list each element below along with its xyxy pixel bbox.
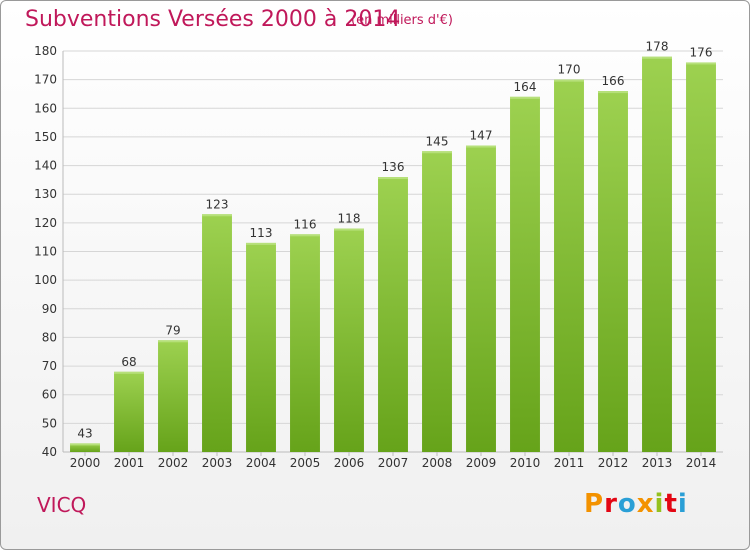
x-tick-label: 2003 [202,456,233,470]
data-label: 116 [294,217,317,231]
data-label: 118 [338,212,361,226]
y-tick-label: 150 [34,130,57,144]
y-tick-label: 50 [42,416,57,430]
logo-letter: i [677,489,688,519]
bar-highlight [554,79,584,82]
bar-highlight [466,145,496,148]
bar-highlight [642,56,672,59]
chart-subtitle: (en milliers d'€) [351,13,453,28]
bar-highlight [70,443,100,446]
x-tick-label: 2006 [334,456,365,470]
bar-highlight [598,91,628,94]
y-tick-label: 120 [34,216,57,230]
bar-2010 [510,96,540,452]
data-label: 113 [250,226,273,240]
bar-highlight [686,62,716,65]
bar-2009 [466,145,496,452]
bar-2006 [334,228,364,452]
data-label: 123 [206,197,229,211]
place-name: VICQ [37,493,87,517]
data-label: 43 [77,426,92,440]
y-tick-label: 90 [42,302,57,316]
bar-2013 [642,56,672,452]
bar-2002 [158,340,188,452]
x-tick-label: 2007 [378,456,409,470]
data-label: 147 [470,129,493,143]
y-tick-label: 140 [34,159,57,173]
x-tick-label: 2000 [70,456,101,470]
y-tick-label: 110 [34,245,57,259]
logo-letter: x [636,489,655,519]
y-tick-label: 180 [34,44,57,58]
data-label: 164 [514,80,537,94]
x-tick-label: 2011 [554,456,585,470]
y-tick-label: 160 [34,101,57,115]
bar-highlight [422,151,452,154]
x-tick-label: 2004 [246,456,277,470]
bar-2008 [422,151,452,452]
bar-2004 [246,242,276,452]
data-label: 79 [165,323,180,337]
y-tick-label: 100 [34,273,57,287]
data-label: 136 [382,160,405,174]
bar-highlight [334,228,364,231]
bar-highlight [114,371,144,374]
bar-2003 [202,214,232,452]
bar-2000 [70,443,100,452]
x-tick-label: 2013 [642,456,673,470]
y-axis-ticks: 40 50 60 70 80 90 100 110 120 130 140 150 160 170 180 [34,44,57,459]
bar-2012 [598,91,628,452]
y-tick-label: 130 [34,187,57,201]
data-label: 145 [426,134,449,148]
y-tick-label: 60 [42,388,57,402]
logo-letter: o [617,489,637,519]
x-tick-label: 2014 [686,456,717,470]
y-tick-label: 70 [42,359,57,373]
logo-letter: t [664,489,678,519]
bar-2005 [290,234,320,452]
bar-2014 [686,62,716,452]
bar-2007 [378,177,408,452]
data-label: 178 [646,40,669,54]
x-tick-label: 2010 [510,456,541,470]
bar-2001 [114,371,144,452]
x-tick-label: 2012 [598,456,629,470]
x-tick-label: 2001 [114,456,145,470]
x-axis-ticks: 2000 2001 2002 2003 2004 2005 2006 2007 2008 2009… [70,452,717,470]
data-labels: 43 68 79 123 113 116 118 136 145 147 164 170 166 178 1… [77,40,712,441]
x-tick-label: 2008 [422,456,453,470]
x-tick-label: 2005 [290,456,321,470]
bar-highlight [246,242,276,245]
logo-letter: i [654,489,665,519]
data-label: 170 [558,63,581,77]
bar-highlight [510,96,540,99]
y-tick-label: 40 [42,445,57,459]
logo-letter: P [584,489,605,519]
bar-highlight [202,214,232,217]
bar-highlight [378,177,408,180]
bar-highlight [158,340,188,343]
bars [70,56,716,453]
bar-highlight [290,234,320,237]
x-tick-label: 2002 [158,456,189,470]
logo-letter: r [604,489,618,519]
chart-title: Subventions Versées 2000 à 2014 [25,7,401,32]
y-tick-label: 170 [34,73,57,87]
data-label: 166 [602,74,625,88]
data-label: 176 [690,45,713,59]
proxiti-logo: Proxiti [584,489,688,519]
x-tick-label: 2009 [466,456,497,470]
bar-2011 [554,79,584,453]
data-label: 68 [121,355,136,369]
y-tick-label: 80 [42,330,57,344]
